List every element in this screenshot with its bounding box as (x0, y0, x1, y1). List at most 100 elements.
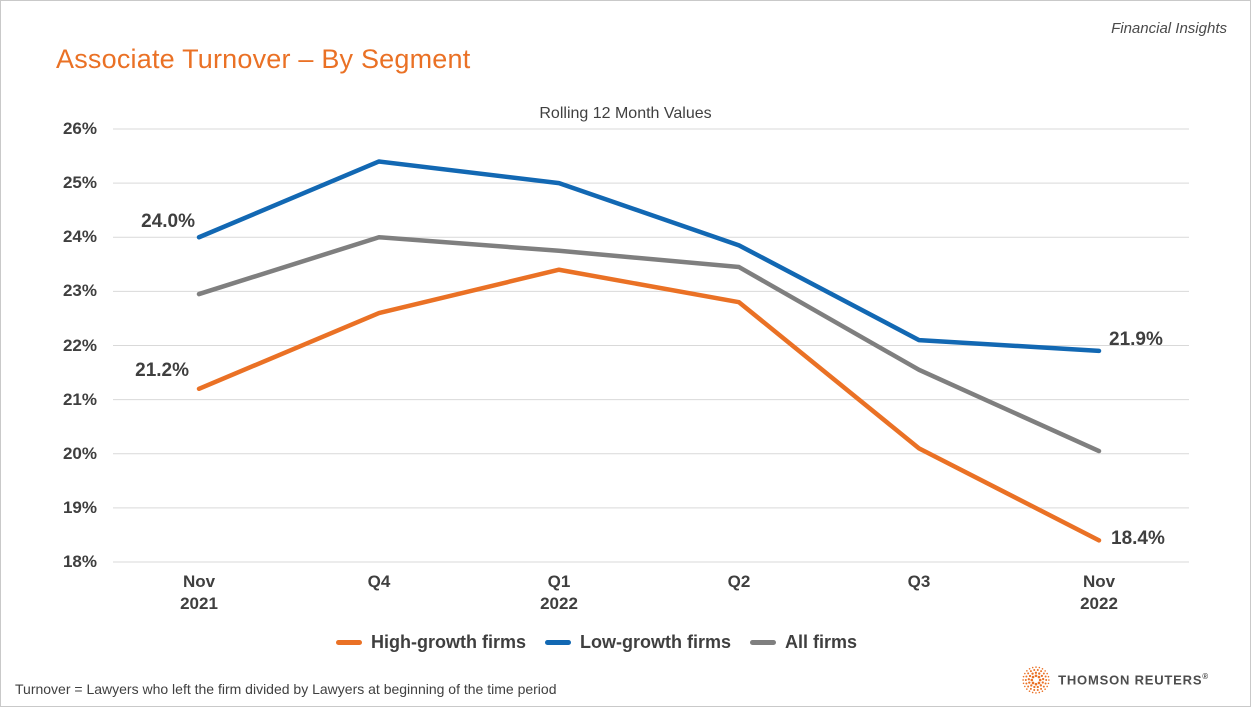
corner-note: Financial Insights (1111, 20, 1227, 37)
logo-dot (1047, 682, 1050, 685)
legend-item-high-growth: High-growth firms (336, 632, 526, 653)
x-tick-line2: 2021 (180, 594, 218, 613)
logo-dot (1034, 682, 1038, 686)
logo-dot (1032, 666, 1034, 669)
logo-dot (1037, 681, 1041, 685)
series-line-high-growth-firms (196, 267, 1102, 543)
logo-dot (1031, 681, 1035, 685)
logo-dot (1044, 688, 1047, 690)
legend-label: All firms (785, 632, 858, 652)
logo-dot (1035, 666, 1037, 668)
logo-dot (1025, 675, 1028, 678)
series-line-low-growth-firms (196, 159, 1102, 354)
series-line-all-firms (196, 235, 1102, 454)
logo-dot (1028, 690, 1031, 692)
logo-dot (1022, 682, 1025, 685)
y-tick-label: 23% (62, 281, 97, 300)
logo-dot (1034, 671, 1038, 674)
x-tick-label: Q4 (319, 571, 439, 593)
logo-dot (1027, 672, 1030, 675)
legend-swatch-all-firms (750, 640, 776, 645)
registered-trademark-mark: ® (1202, 672, 1209, 682)
legend-label: High-growth firms (371, 632, 526, 652)
chart-legend: High-growth firms Low-growth firms All f… (336, 632, 857, 653)
y-tick-label: 25% (62, 173, 97, 192)
logo-dot (1033, 689, 1036, 692)
logo-dot (1026, 688, 1028, 690)
legend-item-all-firms: All firms (750, 632, 857, 653)
logo-dot (1045, 679, 1048, 682)
logo-dot (1048, 679, 1050, 681)
logo-dot (1034, 674, 1038, 678)
data-label-high-growth-first: 21.2% (135, 360, 189, 381)
logo-dot (1044, 682, 1047, 685)
logo-dot (1041, 690, 1044, 692)
logo-dot (1046, 672, 1049, 675)
thomson-reuters-dotted-sphere-icon (1022, 666, 1050, 694)
logo-dot (1033, 685, 1036, 689)
logo-dot (1022, 675, 1025, 678)
logo-dot (1036, 668, 1039, 671)
logo-dot (1039, 684, 1043, 687)
logo-dot (1031, 672, 1034, 675)
logo-dot (1042, 672, 1045, 675)
logo-dot (1027, 678, 1031, 681)
logo-dot (1036, 685, 1040, 689)
logo-dot (1024, 678, 1027, 681)
logo-dot (1031, 691, 1034, 694)
logo-dot (1038, 691, 1041, 694)
logo-dot (1033, 668, 1036, 671)
logo-dot (1042, 677, 1045, 681)
logo-dot (1040, 670, 1043, 673)
logo-dot (1037, 675, 1041, 679)
logo-dot (1028, 681, 1031, 684)
logo-dot (1041, 668, 1044, 670)
logo-dot (1030, 684, 1033, 687)
x-tick-line1: Q2 (727, 572, 751, 591)
data-label-high-growth-last: 18.4% (1111, 528, 1165, 549)
page-title: Associate Turnover – By Segment (56, 44, 471, 74)
x-tick-label: Nov 2021 (139, 571, 259, 615)
y-tick-label: 19% (62, 498, 97, 517)
logo-dot (1038, 672, 1041, 675)
chart-subtitle: Rolling 12 Month Values (539, 105, 712, 122)
legend-label: Low-growth firms (580, 632, 731, 652)
x-tick-line1: Q1 (547, 572, 571, 591)
logo-dot (1031, 675, 1035, 679)
brand-wordmark-text: THOMSON REUTERS (1058, 672, 1203, 688)
x-tick-line1: Q4 (367, 572, 391, 591)
logo-dot (1036, 689, 1039, 692)
logo-dot (1024, 672, 1026, 675)
y-tick-label: 21% (62, 390, 97, 409)
logo-dot (1035, 692, 1037, 694)
legend-swatch-high-growth (336, 640, 362, 645)
x-tick-label: Nov 2022 (1039, 571, 1159, 615)
logo-dot (1022, 679, 1025, 681)
logo-dot (1040, 687, 1043, 690)
y-tick-label: 22% (62, 336, 97, 355)
logo-dot (1044, 670, 1047, 672)
y-tick-label: 18% (62, 552, 97, 571)
logo-dot (1028, 668, 1031, 670)
x-tick-line1: Nov (1082, 572, 1116, 591)
x-tick-line2: 2022 (1080, 594, 1118, 613)
x-tick-label: Q2 (679, 571, 799, 593)
x-tick-line1: Nov (182, 572, 216, 591)
logo-dot (1025, 682, 1028, 685)
logo-dot (1030, 670, 1033, 673)
logo-dot (1039, 678, 1042, 682)
thomson-reuters-logo: THOMSON REUTERS® (1022, 666, 1209, 694)
logo-dot (1030, 678, 1034, 682)
x-tick-line1: Q3 (907, 572, 931, 591)
logo-dot (1026, 670, 1028, 672)
legend-item-low-growth: Low-growth firms (545, 632, 731, 653)
x-tick-line2: 2022 (540, 594, 578, 613)
logo-dot (1040, 674, 1044, 677)
logo-dot (1028, 674, 1032, 678)
logo-dot (1044, 675, 1047, 678)
y-tick-label: 20% (62, 444, 97, 463)
data-label-low-growth-first: 24.0% (141, 211, 195, 232)
logo-dot (1047, 675, 1050, 678)
